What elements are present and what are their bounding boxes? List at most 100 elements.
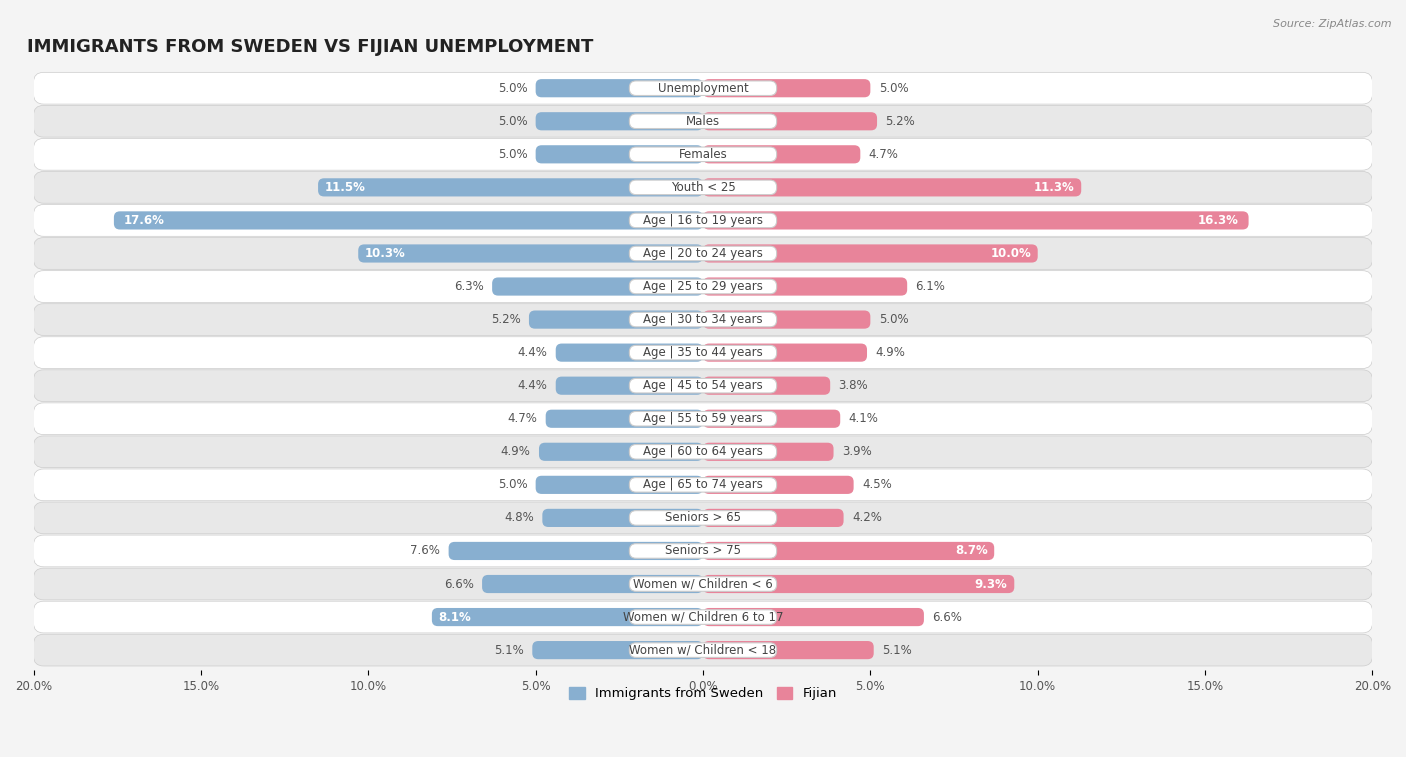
FancyBboxPatch shape <box>536 79 703 98</box>
Text: 5.0%: 5.0% <box>498 478 527 491</box>
Text: Age | 60 to 64 years: Age | 60 to 64 years <box>643 445 763 458</box>
Text: Males: Males <box>686 115 720 128</box>
Text: 6.6%: 6.6% <box>444 578 474 590</box>
Text: 4.7%: 4.7% <box>508 413 537 425</box>
Text: 4.2%: 4.2% <box>852 512 882 525</box>
FancyBboxPatch shape <box>703 542 994 560</box>
FancyBboxPatch shape <box>703 443 834 461</box>
FancyBboxPatch shape <box>536 475 703 494</box>
Text: 5.2%: 5.2% <box>491 313 520 326</box>
Text: 5.0%: 5.0% <box>498 148 527 160</box>
FancyBboxPatch shape <box>703 509 844 527</box>
FancyBboxPatch shape <box>34 304 1372 335</box>
FancyBboxPatch shape <box>630 643 776 657</box>
Text: 4.9%: 4.9% <box>876 346 905 359</box>
Text: 10.0%: 10.0% <box>990 247 1031 260</box>
Text: Age | 35 to 44 years: Age | 35 to 44 years <box>643 346 763 359</box>
FancyBboxPatch shape <box>703 245 1038 263</box>
FancyBboxPatch shape <box>555 344 703 362</box>
FancyBboxPatch shape <box>482 575 703 593</box>
Text: Youth < 25: Youth < 25 <box>671 181 735 194</box>
FancyBboxPatch shape <box>630 610 776 625</box>
Text: 4.5%: 4.5% <box>862 478 891 491</box>
FancyBboxPatch shape <box>703 145 860 164</box>
FancyBboxPatch shape <box>34 569 1372 600</box>
Text: 11.5%: 11.5% <box>325 181 366 194</box>
Text: Age | 25 to 29 years: Age | 25 to 29 years <box>643 280 763 293</box>
FancyBboxPatch shape <box>34 204 1372 236</box>
Text: Unemployment: Unemployment <box>658 82 748 95</box>
FancyBboxPatch shape <box>630 444 776 459</box>
FancyBboxPatch shape <box>529 310 703 329</box>
Text: 3.8%: 3.8% <box>838 379 868 392</box>
Text: 5.2%: 5.2% <box>886 115 915 128</box>
FancyBboxPatch shape <box>703 277 907 296</box>
Text: Women w/ Children < 6: Women w/ Children < 6 <box>633 578 773 590</box>
FancyBboxPatch shape <box>703 475 853 494</box>
FancyBboxPatch shape <box>703 179 1081 197</box>
Text: Seniors > 65: Seniors > 65 <box>665 512 741 525</box>
FancyBboxPatch shape <box>630 147 776 161</box>
Text: 5.0%: 5.0% <box>879 313 908 326</box>
Text: Age | 30 to 34 years: Age | 30 to 34 years <box>643 313 763 326</box>
Text: 4.4%: 4.4% <box>517 379 547 392</box>
Text: 7.6%: 7.6% <box>411 544 440 557</box>
Text: 6.1%: 6.1% <box>915 280 945 293</box>
FancyBboxPatch shape <box>34 601 1372 633</box>
FancyBboxPatch shape <box>630 246 776 260</box>
Text: Age | 45 to 54 years: Age | 45 to 54 years <box>643 379 763 392</box>
Text: Source: ZipAtlas.com: Source: ZipAtlas.com <box>1274 19 1392 29</box>
FancyBboxPatch shape <box>34 535 1372 567</box>
Text: 17.6%: 17.6% <box>124 214 165 227</box>
FancyBboxPatch shape <box>703 211 1249 229</box>
FancyBboxPatch shape <box>630 345 776 360</box>
FancyBboxPatch shape <box>630 180 776 195</box>
Text: Age | 65 to 74 years: Age | 65 to 74 years <box>643 478 763 491</box>
Text: 4.9%: 4.9% <box>501 445 530 458</box>
FancyBboxPatch shape <box>34 73 1372 104</box>
FancyBboxPatch shape <box>630 412 776 426</box>
Text: 3.9%: 3.9% <box>842 445 872 458</box>
Text: 6.3%: 6.3% <box>454 280 484 293</box>
FancyBboxPatch shape <box>34 139 1372 170</box>
FancyBboxPatch shape <box>630 313 776 327</box>
FancyBboxPatch shape <box>630 478 776 492</box>
FancyBboxPatch shape <box>34 469 1372 500</box>
FancyBboxPatch shape <box>536 145 703 164</box>
Text: IMMIGRANTS FROM SWEDEN VS FIJIAN UNEMPLOYMENT: IMMIGRANTS FROM SWEDEN VS FIJIAN UNEMPLO… <box>27 38 593 56</box>
Text: Age | 20 to 24 years: Age | 20 to 24 years <box>643 247 763 260</box>
FancyBboxPatch shape <box>630 511 776 525</box>
FancyBboxPatch shape <box>703 310 870 329</box>
FancyBboxPatch shape <box>555 376 703 395</box>
FancyBboxPatch shape <box>533 641 703 659</box>
FancyBboxPatch shape <box>114 211 703 229</box>
Text: 8.7%: 8.7% <box>955 544 987 557</box>
FancyBboxPatch shape <box>630 544 776 558</box>
Text: 6.6%: 6.6% <box>932 611 962 624</box>
Text: 5.1%: 5.1% <box>494 643 524 656</box>
FancyBboxPatch shape <box>492 277 703 296</box>
Text: 5.0%: 5.0% <box>879 82 908 95</box>
FancyBboxPatch shape <box>630 114 776 129</box>
Text: 5.0%: 5.0% <box>498 115 527 128</box>
Text: 4.1%: 4.1% <box>849 413 879 425</box>
FancyBboxPatch shape <box>703 641 873 659</box>
FancyBboxPatch shape <box>359 245 703 263</box>
FancyBboxPatch shape <box>630 577 776 591</box>
Text: 5.0%: 5.0% <box>498 82 527 95</box>
Text: 4.8%: 4.8% <box>505 512 534 525</box>
Text: 16.3%: 16.3% <box>1198 214 1239 227</box>
FancyBboxPatch shape <box>630 279 776 294</box>
FancyBboxPatch shape <box>34 271 1372 302</box>
Text: 9.3%: 9.3% <box>974 578 1008 590</box>
FancyBboxPatch shape <box>34 502 1372 534</box>
Text: 4.4%: 4.4% <box>517 346 547 359</box>
FancyBboxPatch shape <box>630 378 776 393</box>
FancyBboxPatch shape <box>34 172 1372 203</box>
Text: Females: Females <box>679 148 727 160</box>
FancyBboxPatch shape <box>703 79 870 98</box>
FancyBboxPatch shape <box>34 403 1372 435</box>
FancyBboxPatch shape <box>34 238 1372 269</box>
FancyBboxPatch shape <box>543 509 703 527</box>
FancyBboxPatch shape <box>318 179 703 197</box>
